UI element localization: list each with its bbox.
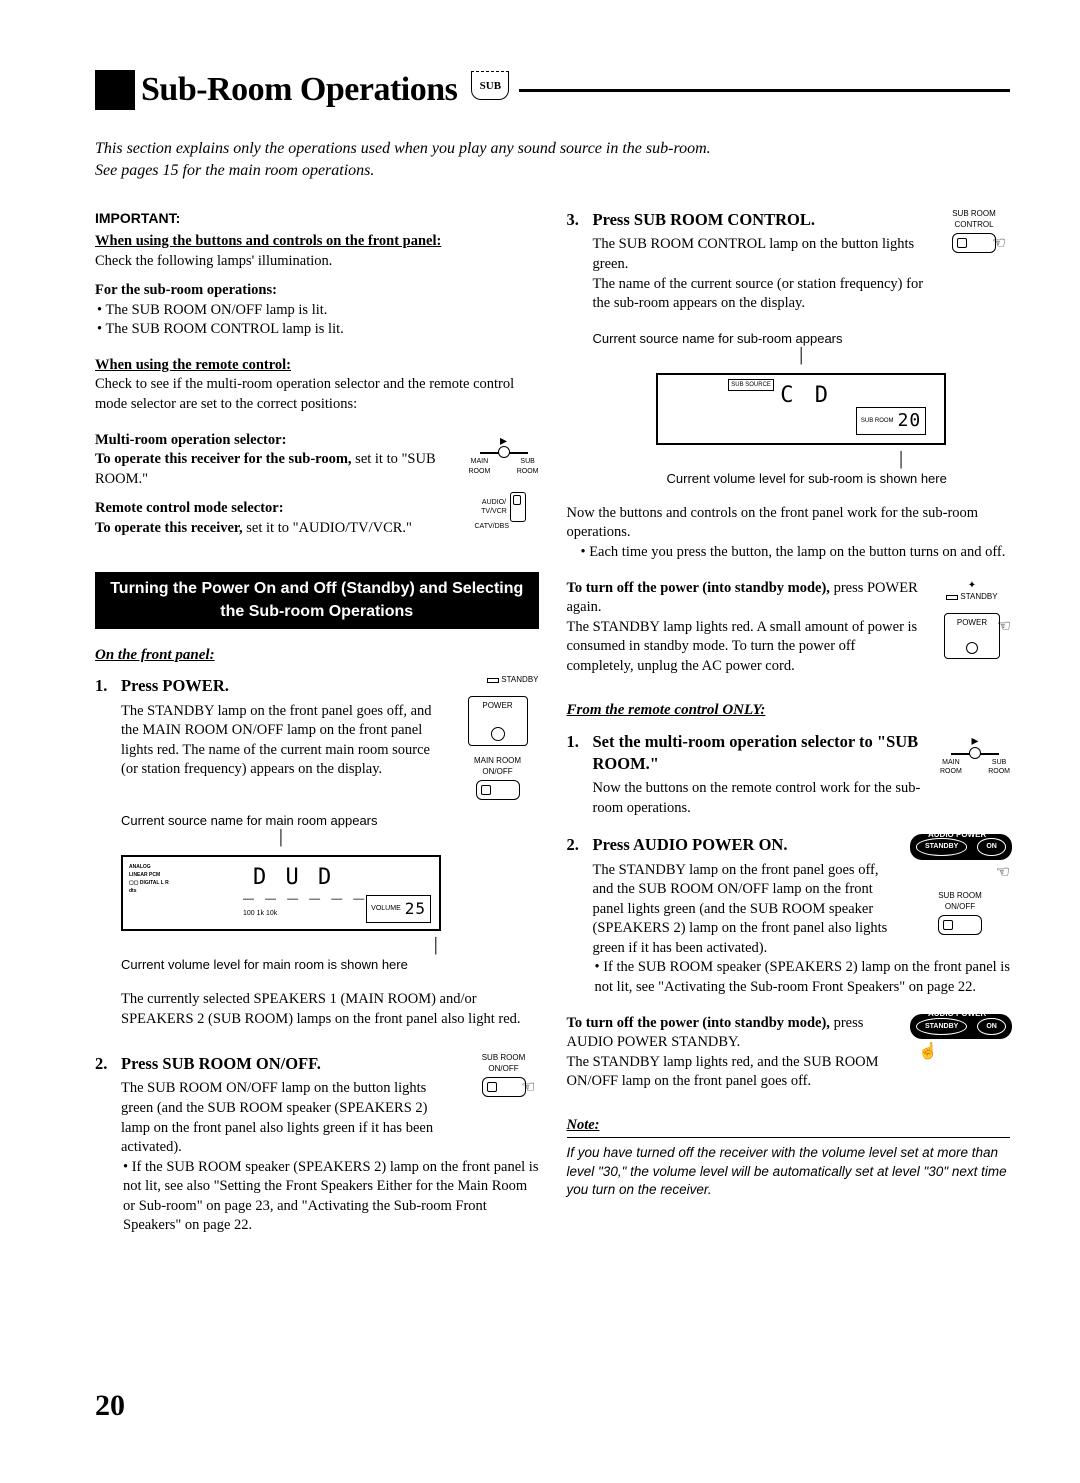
caption-sub-vol: Current volume level for sub-room is sho… [567,470,1011,488]
caption-main-source: Current source name for main room appear… [95,812,539,830]
remote-txt: Check to see if the multi-room operation… [95,375,539,414]
sub-control-figure: SUB ROOM CONTROL ☜ [938,209,1010,258]
for-sub-hdr: For the sub-room operations: [95,281,539,301]
remote-selector-figure: ▸ MAIN ROOMSUB ROOM [940,731,1010,777]
front-panel-hdr: When using the buttons and controls on t… [95,233,441,249]
rstep1-title: Set the multi-room operation selector to… [593,731,931,776]
rstep2-bullets: If the SUB ROOM speaker (SPEAKERS 2) lam… [567,958,1011,997]
front-panel-label: On the front panel: [95,645,539,665]
note-rule [567,1137,1011,1138]
lamp-item: The SUB ROOM CONTROL lamp is lit. [95,320,539,340]
sub-badge-icon: SUB [471,72,509,100]
multi-bold: To operate this receiver for the sub-roo… [95,451,352,467]
page-number: 20 [95,1389,125,1423]
step1-title: Press POWER. [121,675,229,697]
intro-text: This section explains only the operation… [95,138,1010,181]
multi-sel-hdr: Multi-room operation selector: [95,431,459,451]
step3-title: Press SUB ROOM CONTROL. [593,209,815,231]
note-body: If you have turned off the receiver with… [567,1144,1011,1199]
mode-bold: To operate this receiver, [95,520,243,536]
turnoff2-bold: To turn off the power (into standby mode… [567,1015,830,1031]
power-figure: STANDBY POWER MAIN ROOM ON/OFF [457,675,539,801]
front-panel-txt: Check the following lamps' illumination. [95,252,539,272]
step2-bullet: If the SUB ROOM speaker (SPEAKERS 2) lam… [121,1158,539,1236]
rstep2-title: Press AUDIO POWER ON. [593,834,788,856]
step3-bullet: Each time you press the button, the lamp… [579,543,1011,563]
step3-after: Now the buttons and controls on the fron… [567,504,1011,543]
step2-title: Press SUB ROOM ON/OFF. [121,1053,321,1075]
step2-body: The SUB ROOM ON/OFF lamp on the button l… [95,1079,459,1157]
important-hdr: IMPORTANT: [95,209,539,228]
page-title: Sub-Room Operations [141,71,457,109]
step2-bullets: If the SUB ROOM speaker (SPEAKERS 2) lam… [95,1158,539,1236]
mode-sel-hdr: Remote control mode selector: [95,499,459,519]
caption-main-vol: Current volume level for main room is sh… [95,956,539,974]
step1-body: The STANDBY lamp on the front panel goes… [95,702,447,780]
audio-power-figure-2: AUDIO POWER STANDBY ON ☝ [910,1014,1010,1061]
rstep2-bullet: If the SUB ROOM speaker (SPEAKERS 2) lam… [593,958,1011,997]
left-column: IMPORTANT: When using the buttons and co… [95,209,539,1236]
display-sub-room: SUB SOURCE C D SUB ROOM20 [656,373,946,445]
lamp-list: The SUB ROOM ON/OFF lamp is lit. The SUB… [95,301,539,340]
title-rule [519,89,1010,92]
standby-figure: ✦ STANDBY POWER ☜ [934,579,1010,659]
remote-only-label: From the remote control ONLY: [567,700,1011,720]
section-bar: Turning the Power On and Off (Standby) a… [95,572,539,629]
step1-after: The currently selected SPEAKERS 1 (MAIN … [95,990,539,1029]
remote-hdr: When using the remote control: [95,357,291,373]
title-square [95,70,135,110]
audio-power-figure: AUDIO POWER STANDBY ON ☜ SUB ROOM ON/OFF [910,834,1010,937]
page-title-row: Sub-Room Operations SUB [95,70,1010,110]
rstep2-body: The STANDBY lamp on the front panel goes… [567,861,901,959]
step3-bullets: Each time you press the button, the lamp… [567,543,1011,563]
mode-txt: set it to "AUDIO/TV/VCR." [243,520,412,536]
lamp-item: The SUB ROOM ON/OFF lamp is lit. [95,301,539,321]
note-hdr: Note: [567,1116,1011,1136]
turnoff1-bold: To turn off the power (into standby mode… [567,580,830,596]
right-column: 3.Press SUB ROOM CONTROL. The SUB ROOM C… [567,209,1011,1236]
caption-sub-source: Current source name for sub-room appears [567,330,1011,348]
sub-onoff-figure: SUB ROOM ON/OFF ☜ [469,1053,539,1102]
step3-body: The SUB ROOM CONTROL lamp on the button … [567,235,929,313]
display-main-room: ANALOG LINEAR PCM ▢▢ DIGITAL L R dts D U… [121,855,441,931]
rstep1-body: Now the buttons on the remote control wo… [567,779,931,818]
selector-figure: ▸ MAIN ROOMSUB ROOM AUDIO/ TV/VCR CATV/D… [469,431,539,532]
